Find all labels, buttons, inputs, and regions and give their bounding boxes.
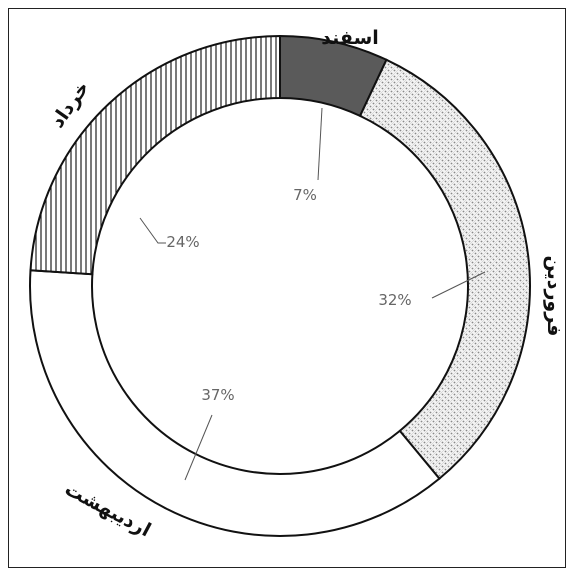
slice-ordibehesht bbox=[29, 269, 441, 537]
leader-line-khordad bbox=[139, 217, 166, 244]
leader-line-ordibehesht bbox=[184, 414, 213, 481]
slice-khordad bbox=[29, 34, 281, 276]
value-label-esfand: 7% bbox=[293, 186, 317, 204]
value-label-ordibehesht: 37% bbox=[201, 386, 234, 404]
category-label-khordad: خرداد bbox=[46, 77, 94, 132]
value-label-farvardin: 32% bbox=[378, 291, 411, 309]
leader-line-farvardin bbox=[431, 271, 486, 299]
category-label-farvardin: فروردین bbox=[543, 256, 565, 337]
slice-farvardin bbox=[358, 58, 531, 481]
category-label-esfand: اسفند bbox=[321, 27, 379, 49]
leader-line-esfand bbox=[317, 107, 323, 181]
value-label-khordad: 24% bbox=[166, 233, 199, 251]
